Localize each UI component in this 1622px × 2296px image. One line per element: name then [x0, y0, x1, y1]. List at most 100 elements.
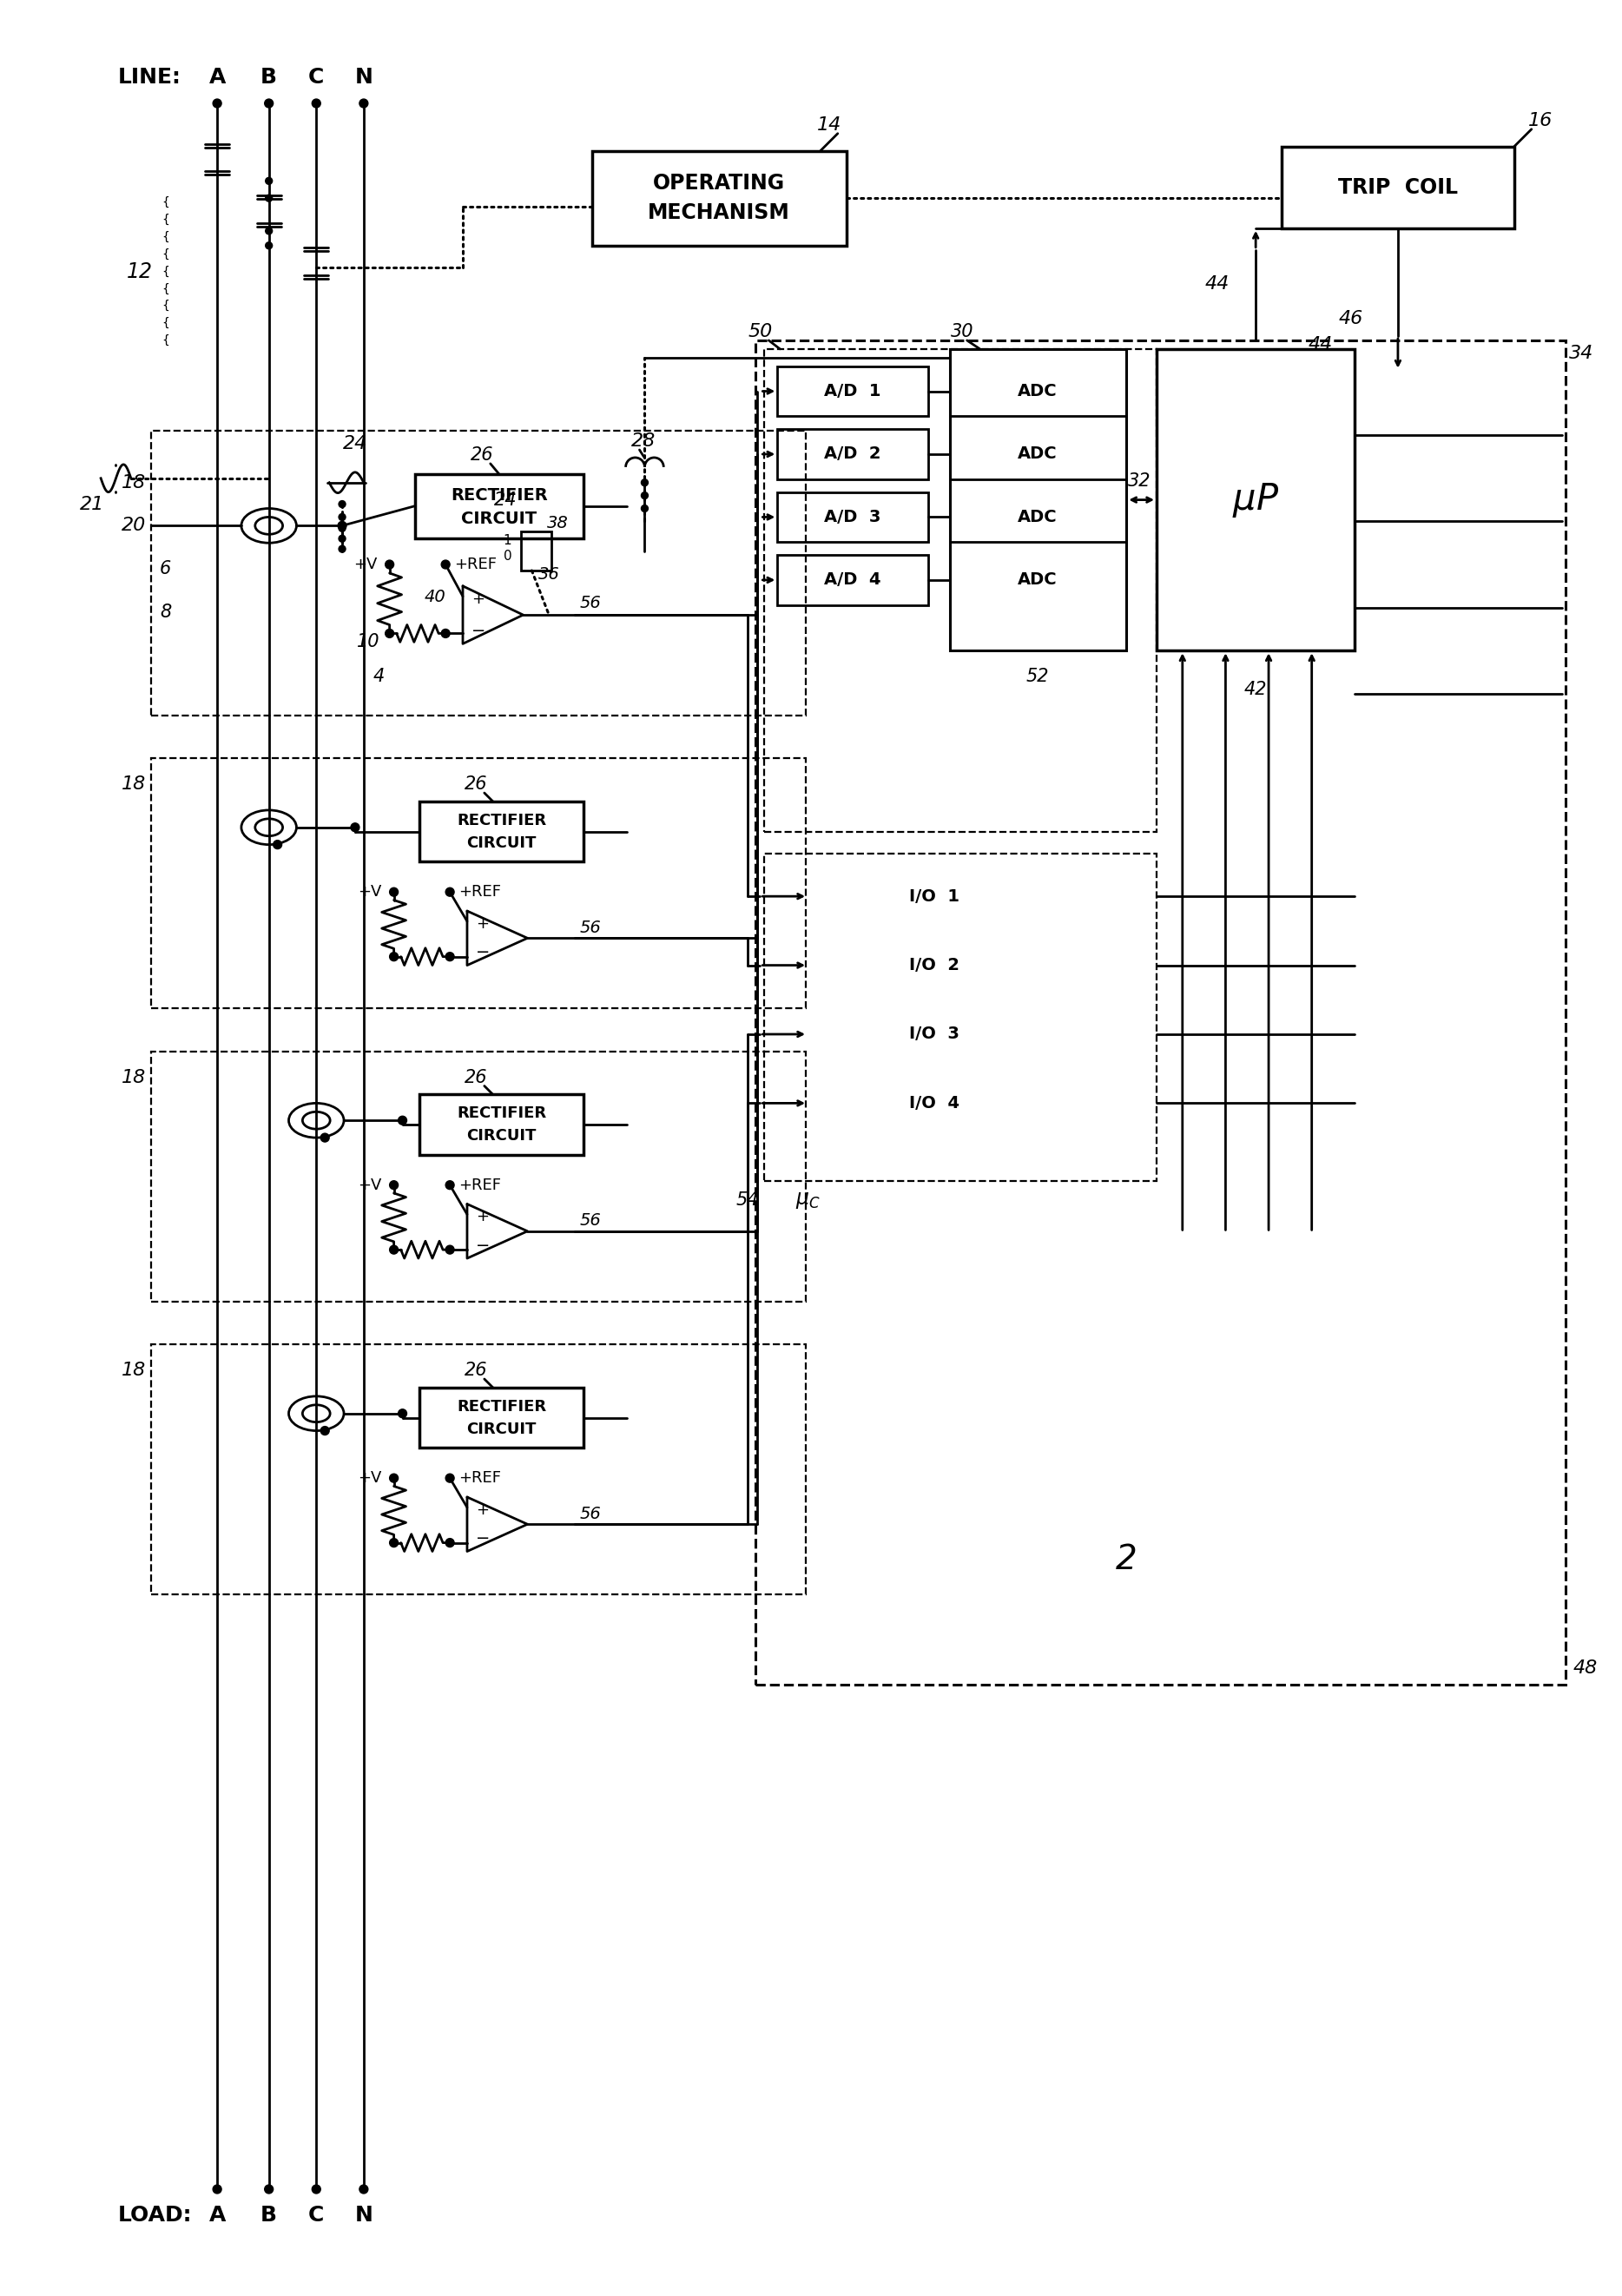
- Circle shape: [386, 560, 394, 569]
- Circle shape: [266, 195, 272, 202]
- Text: 42: 42: [1244, 682, 1267, 698]
- Text: 0: 0: [503, 549, 513, 563]
- Circle shape: [311, 2186, 321, 2193]
- Text: {: {: [162, 248, 169, 259]
- Bar: [777, 491, 928, 542]
- Text: I/O  3: I/O 3: [908, 1026, 959, 1042]
- Text: {: {: [162, 301, 169, 312]
- Text: 26: 26: [470, 445, 493, 464]
- Circle shape: [389, 1180, 397, 1189]
- Text: +: +: [477, 1210, 490, 1224]
- Bar: [764, 349, 1156, 831]
- Text: RECTIFIER: RECTIFIER: [457, 1398, 547, 1414]
- Text: N: N: [355, 2204, 373, 2225]
- Bar: [151, 758, 806, 1008]
- Circle shape: [339, 546, 345, 553]
- Text: 26: 26: [464, 1362, 487, 1380]
- Circle shape: [397, 1410, 407, 1419]
- Circle shape: [389, 1474, 397, 1483]
- Text: I/O  4: I/O 4: [908, 1095, 960, 1111]
- Ellipse shape: [303, 1111, 331, 1130]
- Text: 56: 56: [579, 1212, 602, 1228]
- Text: 34: 34: [1568, 344, 1594, 363]
- Text: −: −: [475, 1529, 490, 1548]
- Text: 46: 46: [1338, 310, 1362, 328]
- Text: 10: 10: [357, 634, 380, 650]
- Text: 36: 36: [539, 567, 560, 583]
- Text: A/D  1: A/D 1: [824, 383, 881, 400]
- Text: −: −: [475, 1238, 490, 1254]
- Text: {: {: [162, 197, 169, 209]
- Circle shape: [446, 889, 454, 895]
- Text: 56: 56: [579, 1506, 602, 1522]
- Text: TRIP  COIL: TRIP COIL: [1338, 177, 1458, 197]
- Text: I/O  2: I/O 2: [908, 957, 960, 974]
- Circle shape: [386, 629, 394, 638]
- Text: ADC: ADC: [1019, 445, 1058, 461]
- Text: 8: 8: [159, 604, 172, 620]
- Text: 40: 40: [425, 590, 446, 606]
- Text: N: N: [355, 67, 373, 87]
- Bar: [764, 854, 1156, 1180]
- Text: {: {: [162, 317, 169, 328]
- Text: B: B: [261, 2204, 277, 2225]
- Circle shape: [641, 505, 649, 512]
- Text: +REF: +REF: [454, 556, 496, 572]
- Text: 30: 30: [950, 324, 975, 340]
- Circle shape: [272, 840, 282, 850]
- Text: I/O  1: I/O 1: [908, 889, 960, 905]
- Text: 56: 56: [579, 595, 602, 611]
- Text: +: +: [477, 916, 490, 932]
- Text: +REF: +REF: [459, 884, 501, 900]
- Text: ADC: ADC: [1019, 572, 1058, 588]
- Text: 28: 28: [631, 432, 655, 450]
- Text: 16: 16: [1528, 113, 1552, 129]
- Bar: [950, 349, 1126, 650]
- Text: B: B: [261, 67, 277, 87]
- Ellipse shape: [255, 517, 282, 535]
- Text: 14: 14: [817, 117, 842, 133]
- Circle shape: [350, 822, 360, 831]
- Text: {: {: [162, 266, 169, 278]
- Ellipse shape: [303, 1405, 331, 1421]
- Bar: [777, 429, 928, 480]
- Bar: [151, 1345, 806, 1593]
- Circle shape: [321, 1134, 329, 1141]
- Circle shape: [641, 480, 649, 487]
- Text: RECTIFIER: RECTIFIER: [457, 1107, 547, 1120]
- Text: C: C: [308, 2204, 324, 2225]
- Circle shape: [266, 241, 272, 248]
- Circle shape: [266, 227, 272, 234]
- Bar: [592, 152, 847, 246]
- Text: +V: +V: [358, 1178, 381, 1194]
- Text: A: A: [209, 2204, 225, 2225]
- Text: CIRCUIT: CIRCUIT: [467, 1127, 537, 1143]
- Bar: [521, 533, 551, 569]
- Bar: [1156, 349, 1354, 650]
- Bar: [420, 1095, 584, 1155]
- Text: C: C: [308, 67, 324, 87]
- Circle shape: [264, 99, 272, 108]
- Text: +: +: [472, 590, 485, 606]
- Circle shape: [446, 1244, 454, 1254]
- Circle shape: [266, 177, 272, 184]
- Text: A/D  2: A/D 2: [824, 445, 881, 461]
- Text: {: {: [162, 214, 169, 225]
- Text: 38: 38: [547, 514, 568, 530]
- Bar: [756, 340, 1565, 1685]
- Ellipse shape: [255, 820, 282, 836]
- Circle shape: [389, 889, 397, 895]
- Circle shape: [360, 99, 368, 108]
- Circle shape: [441, 629, 449, 638]
- Bar: [151, 432, 806, 716]
- Circle shape: [321, 1426, 329, 1435]
- Text: $\mu$P: $\mu$P: [1233, 480, 1280, 519]
- Text: 56: 56: [579, 918, 602, 937]
- Text: 18: 18: [122, 1362, 146, 1380]
- Text: CIRCUIT: CIRCUIT: [467, 1421, 537, 1437]
- Bar: [420, 801, 584, 861]
- Text: 26: 26: [464, 776, 487, 792]
- Circle shape: [212, 2186, 222, 2193]
- Text: 44: 44: [1205, 276, 1229, 294]
- Text: 18: 18: [122, 1068, 146, 1086]
